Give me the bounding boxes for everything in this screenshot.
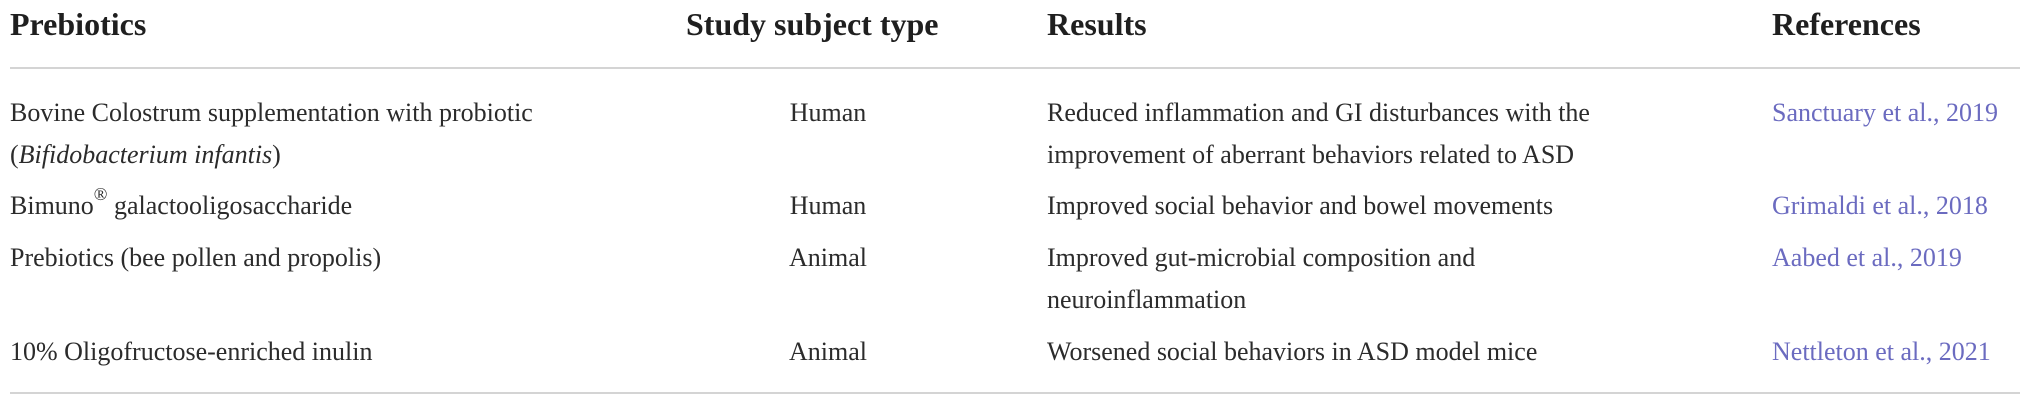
prebiotic-cell: Prebiotics (bee pollen and propolis) [10,243,382,272]
result-text-line2: improvement of aberrant behaviors relate… [1047,140,1575,169]
header-divider [10,67,2020,69]
reference-link[interactable]: Sanctuary et al., 2019 [1772,98,1998,127]
reference-cell[interactable]: Sanctuary et al., 2019 [1772,92,1998,134]
subject-cell: Animal [789,243,867,272]
reference-link[interactable]: Nettleton et al., 2021 [1772,337,1991,366]
result-text: Reduced inflammation and GI disturbances… [1047,98,1590,127]
result-text-line2: neuroinflammation [1047,285,1247,314]
results-cell: Worsened social behaviors in ASD model m… [1047,337,1538,366]
prebiotic-text: Bovine Colostrum supplementation with pr… [10,98,533,127]
header-references: References [1772,6,1921,42]
paren-close: ) [272,140,281,169]
prebiotic-text-rest: galactooligosaccharide [107,191,353,220]
header-prebiotics: Prebiotics [10,6,147,42]
organism-name: Bifidobacterium infantis [18,140,273,169]
subject-cell: Human [789,191,867,220]
registered-mark: ® [93,184,108,204]
prebiotic-cell: Bovine Colostrum supplementation with pr… [10,92,533,176]
prebiotic-cell: 10% Oligofructose-enriched inulin [10,337,373,366]
paren-open: ( [10,140,19,169]
prebiotic-cell: Bimuno® galactooligosaccharide [10,185,352,227]
results-cell: Improved social behavior and bowel movem… [1047,191,1554,220]
result-text: Improved gut-microbial composition and [1047,243,1476,272]
reference-cell[interactable]: Grimaldi et al., 2018 [1772,185,1988,227]
results-cell: Improved gut-microbial composition and n… [1047,237,1475,321]
reference-cell[interactable]: Nettleton et al., 2021 [1772,331,1991,373]
header-results: Results [1047,6,1147,42]
reference-cell[interactable]: Aabed et al., 2019 [1772,237,1962,279]
table-bottom-rule [10,392,2020,394]
reference-link[interactable]: Grimaldi et al., 2018 [1772,191,1988,220]
reference-link[interactable]: Aabed et al., 2019 [1772,243,1962,272]
results-cell: Reduced inflammation and GI disturbances… [1047,92,1590,176]
subject-cell: Animal [789,337,867,366]
prebiotic-text: Bimuno [10,191,94,220]
header-study-subject-type: Study subject type [686,6,939,42]
subject-cell: Human [789,98,867,127]
prebiotic-text-line2: (Bifidobacterium infantis) [10,134,533,176]
